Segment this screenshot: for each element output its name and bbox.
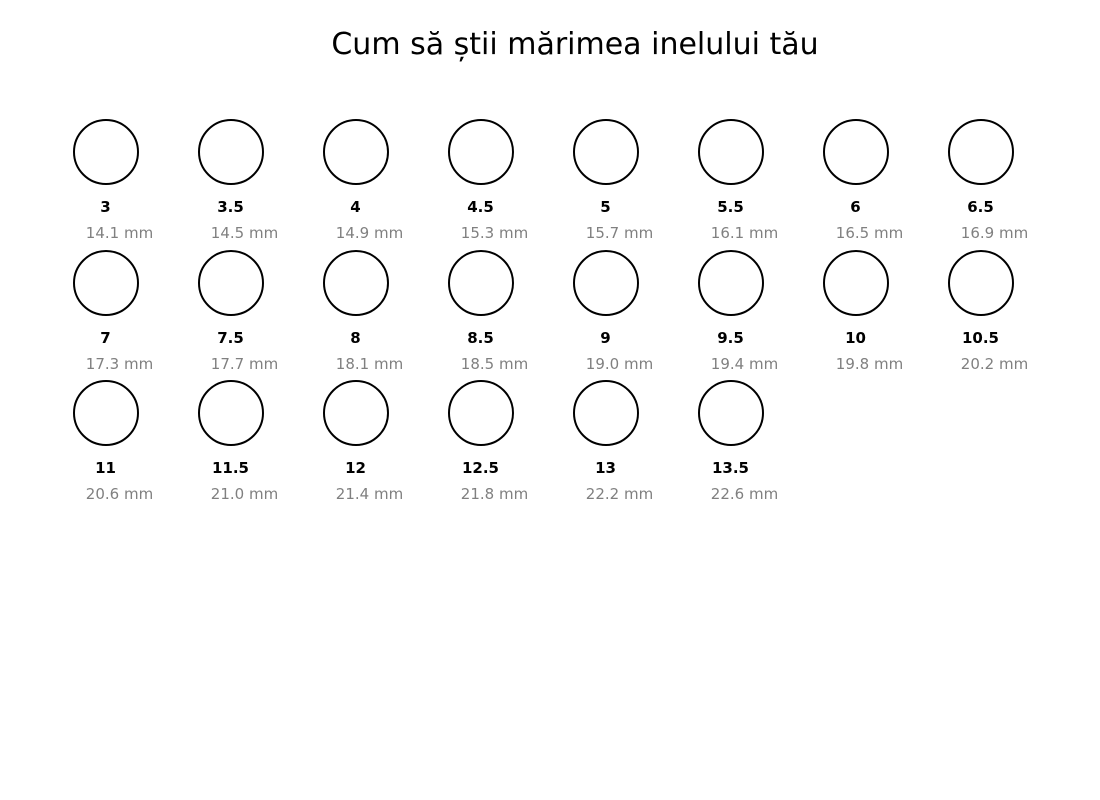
ring-size-label: 12 [345,459,366,477]
ring-size-label: 5 [600,198,611,216]
ring-size-label: 13 [595,459,616,477]
ring-diameter-label: 18.1 mm [335,355,404,373]
ring-diameter-label: 19.8 mm [835,355,904,373]
ring-circle [447,119,514,185]
ring-size-cell: 12 21.4 mm [293,380,418,507]
ring-size-label: 13.5 [711,459,749,477]
ring-diameter-label: 21.0 mm [210,485,279,503]
ring-circle [322,250,389,316]
ring-circle [447,250,514,316]
ring-diameter-label: 14.1 mm [85,224,154,242]
ring-diameter-label: 19.0 mm [585,355,654,373]
ring-diameter-label: 15.3 mm [460,224,529,242]
ring-size-label: 10 [845,329,866,347]
ring-circle [697,119,764,185]
ring-size-cell: 13 22.2 mm [543,380,668,507]
ring-diameter-label: 19.4 mm [710,355,779,373]
ring-circle [947,250,1014,316]
ring-diameter-label: 21.8 mm [460,485,529,503]
ring-circle [447,380,514,446]
ring-diameter-label: 16.1 mm [710,224,779,242]
ring-circle [697,380,764,446]
ring-circle [947,119,1014,185]
ring-size-label: 9 [600,329,611,347]
ring-row-2: 7 17.3 mm 7.5 17.7 mm 8 18.1 mm 8.5 18.5… [43,250,1043,377]
ring-diameter-label: 15.7 mm [585,224,654,242]
ring-circle [572,250,639,316]
ring-size-cell: 5 15.7 mm [543,119,668,246]
ring-circle [72,380,139,446]
ring-circle [72,250,139,316]
ring-size-cell: 3.5 14.5 mm [168,119,293,246]
ring-diameter-label: 17.3 mm [85,355,154,373]
ring-size-label: 7.5 [217,329,244,347]
ring-size-label: 3 [100,198,111,216]
ring-size-cell: 11.5 21.0 mm [168,380,293,507]
ring-size-cell: 9 19.0 mm [543,250,668,377]
ring-circle [72,119,139,185]
ring-size-cell: 13.5 22.6 mm [668,380,793,507]
ring-row-1: 3 14.1 mm 3.5 14.5 mm 4 14.9 mm 4.5 15.3… [43,119,1043,246]
ring-circle [822,250,889,316]
ring-size-cell: 7 17.3 mm [43,250,168,377]
ring-size-label: 3.5 [217,198,244,216]
ring-diameter-label: 22.6 mm [710,485,779,503]
ring-size-cell: 5.5 16.1 mm [668,119,793,246]
ring-size-label: 11.5 [211,459,249,477]
ring-diameter-label: 14.9 mm [335,224,404,242]
ring-size-label: 12.5 [461,459,499,477]
ring-size-cell: 6 16.5 mm [793,119,918,246]
ring-diameter-label: 20.2 mm [960,355,1029,373]
ring-circle [697,250,764,316]
ring-circle [197,250,264,316]
ring-size-cell: 10.5 20.2 mm [918,250,1043,377]
page-title: Cum să știi mărimea inelului tău [331,27,819,62]
ring-diameter-label: 17.7 mm [210,355,279,373]
ring-diameter-label: 14.5 mm [210,224,279,242]
ring-size-cell: 4.5 15.3 mm [418,119,543,246]
ring-size-label: 6 [850,198,861,216]
ring-diameter-label: 16.5 mm [835,224,904,242]
ring-circle [322,119,389,185]
ring-size-label: 8 [350,329,361,347]
ring-size-label: 10.5 [961,329,999,347]
ring-diameter-label: 16.9 mm [960,224,1029,242]
ring-size-cell: 8 18.1 mm [293,250,418,377]
ring-size-label: 8.5 [467,329,494,347]
ring-size-cell: 12.5 21.8 mm [418,380,543,507]
ring-size-label: 4 [350,198,361,216]
ring-size-cell: 10 19.8 mm [793,250,918,377]
ring-circle [822,119,889,185]
ring-size-label: 9.5 [717,329,744,347]
ring-size-cell: 7.5 17.7 mm [168,250,293,377]
ring-size-label: 5.5 [717,198,744,216]
ring-circle [197,380,264,446]
ring-size-label: 11 [95,459,116,477]
ring-size-label: 6.5 [967,198,994,216]
ring-circle [197,119,264,185]
ring-circle [322,380,389,446]
ring-size-cell: 11 20.6 mm [43,380,168,507]
ring-size-cell: 4 14.9 mm [293,119,418,246]
ring-diameter-label: 22.2 mm [585,485,654,503]
ring-diameter-label: 21.4 mm [335,485,404,503]
ring-diameter-label: 20.6 mm [85,485,154,503]
ring-size-cell: 3 14.1 mm [43,119,168,246]
ring-circle [572,119,639,185]
ring-size-label: 7 [100,329,111,347]
ring-circle [572,380,639,446]
ring-row-3: 11 20.6 mm 11.5 21.0 mm 12 21.4 mm 12.5 … [43,380,793,507]
ring-size-cell: 9.5 19.4 mm [668,250,793,377]
ring-size-cell: 6.5 16.9 mm [918,119,1043,246]
ring-size-cell: 8.5 18.5 mm [418,250,543,377]
ring-size-label: 4.5 [467,198,494,216]
ring-diameter-label: 18.5 mm [460,355,529,373]
